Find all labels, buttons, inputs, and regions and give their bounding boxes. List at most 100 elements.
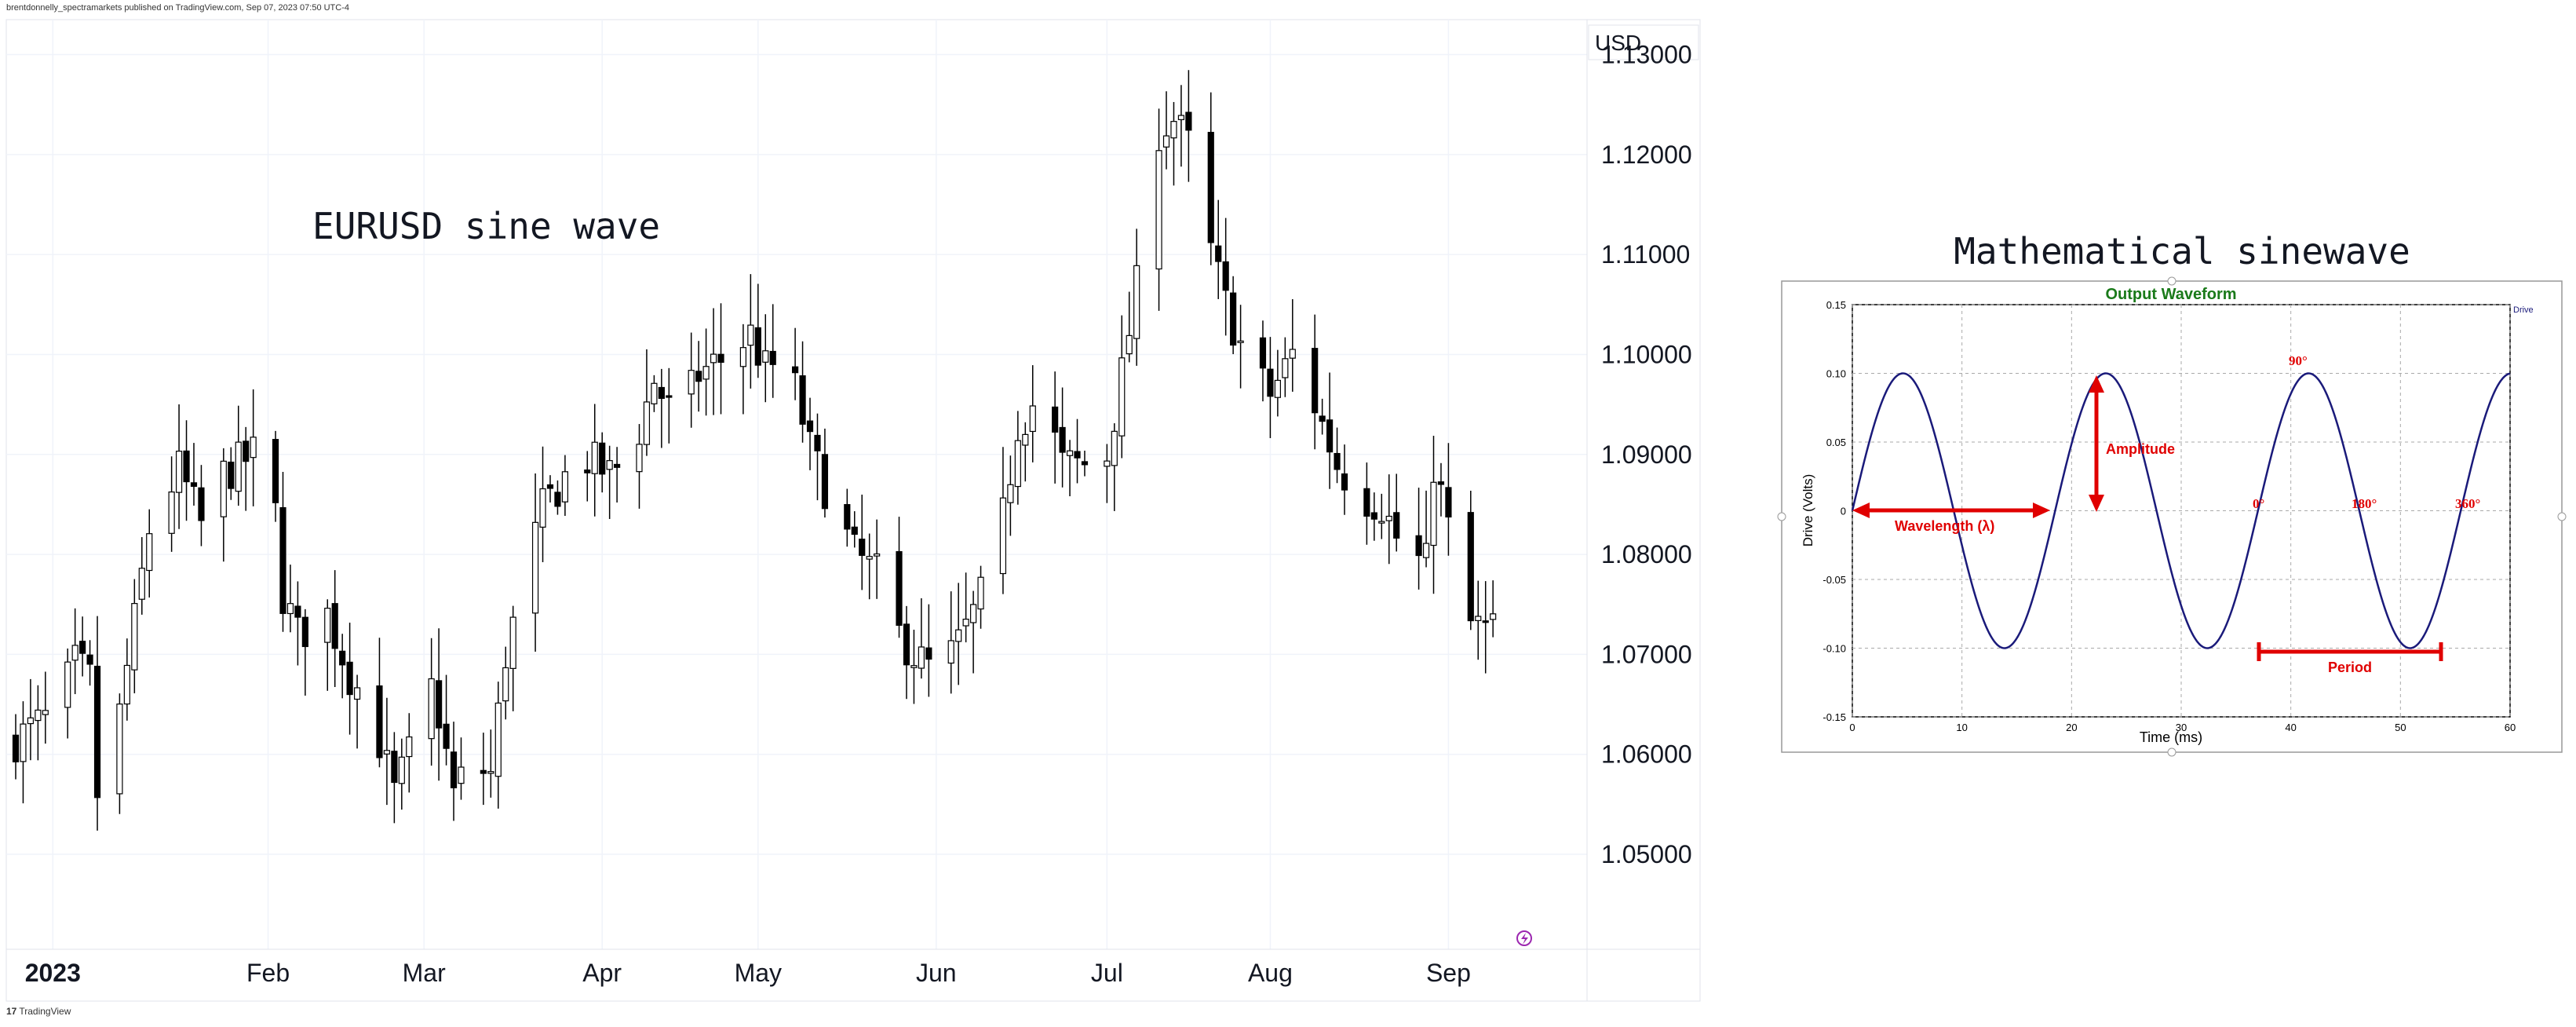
tradingview-footer[interactable]: 17 TradingView (6, 1006, 71, 1017)
sinewave-y-tick-label: -0.15 (1823, 711, 1846, 723)
candle-up (1475, 616, 1482, 621)
candle-up (710, 353, 717, 364)
candle-down (443, 723, 450, 749)
candle-up (1430, 481, 1437, 546)
price-tick-label: 1.13000 (1601, 41, 1692, 69)
candle-down (294, 605, 301, 618)
candle-down (1052, 406, 1059, 433)
sinewave-x-tick-label: 20 (2066, 722, 2077, 733)
candle-up (1007, 484, 1014, 503)
amplitude-arrow (2089, 375, 2104, 512)
candle-down (799, 375, 806, 425)
sinewave-title: Mathematical sinewave (1954, 230, 2410, 272)
sinewave-x-tick-label: 0 (1849, 722, 1855, 733)
candle-down (480, 769, 487, 774)
sinewave-x-tick-label: 10 (1956, 722, 1967, 733)
time-tick-label: Sep (1426, 959, 1471, 987)
currency-box[interactable] (1588, 24, 1699, 60)
candle-down (1467, 512, 1474, 622)
sinewave-x-tick-label: 60 (2505, 722, 2516, 733)
candle-up (636, 444, 643, 473)
candle-up (353, 687, 361, 700)
sinewave-y-tick-label: -0.10 (1823, 643, 1846, 655)
candle-down (279, 506, 286, 614)
candle-up (1282, 358, 1289, 378)
candle-up (1133, 265, 1140, 339)
candle-down (1370, 512, 1377, 520)
candle-up (27, 717, 35, 725)
candle-down (1215, 245, 1222, 262)
candle-up (220, 460, 227, 517)
candle-down (1312, 348, 1319, 414)
candle-down (806, 420, 814, 433)
time-tick-label: May (735, 959, 782, 987)
sinewave-x-tick-label: 30 (2176, 722, 2187, 733)
candle-up (539, 488, 546, 528)
candle-up (1104, 460, 1111, 467)
candle-down (331, 603, 338, 649)
sinewave-x-ticks: 0 10 20 30 40 50 60 (1849, 722, 2516, 733)
degree-180-label: 180° (2352, 496, 2377, 511)
candle-up (1170, 121, 1177, 139)
candle-down (1259, 337, 1267, 369)
candle-up (606, 460, 613, 470)
candle-up (866, 556, 873, 560)
price-tick-label: 1.06000 (1601, 740, 1692, 769)
candle-up (1162, 135, 1170, 148)
candle-up (762, 350, 769, 363)
candle-down (1081, 461, 1089, 466)
candle-up (1237, 340, 1244, 343)
candle-down (1415, 535, 1422, 557)
sinewave-gridlines (1852, 304, 2511, 718)
candle-down (376, 685, 383, 758)
candle-down (272, 439, 279, 503)
candle-up (458, 766, 465, 784)
candle-down (851, 526, 858, 535)
panel-handle-top (2167, 276, 2176, 286)
panel-handle-bottom (2167, 747, 2176, 757)
chart-gridlines (6, 20, 1587, 949)
candle-down (86, 654, 93, 665)
candle-up (494, 702, 502, 777)
candles (12, 70, 1497, 831)
candle-down (339, 650, 346, 666)
candle-down (346, 661, 353, 696)
price-tick-label: 1.09000 (1601, 440, 1692, 469)
eurusd-candlestick-chart[interactable]: USD 1.130001.120001.110001.100001.090001… (0, 0, 1703, 1027)
sinewave-y-tick-label: 0.15 (1826, 299, 1846, 311)
candle-up (702, 366, 710, 380)
candle-up (643, 401, 651, 445)
candle-down (243, 440, 250, 462)
candle-up (999, 497, 1007, 575)
price-tick-label: 1.12000 (1601, 141, 1692, 169)
candle-down (1445, 487, 1452, 518)
time-scale[interactable]: 2023 Feb Mar Apr May Jun Jul Aug Sep (25, 959, 1471, 987)
candle-up (918, 646, 925, 669)
candle-down (1267, 368, 1274, 397)
candle-up (962, 618, 969, 627)
candle-up (383, 750, 391, 755)
time-tick-label: Aug (1248, 959, 1293, 987)
candle-up (977, 576, 984, 610)
candle-up (1118, 357, 1126, 437)
candle-down (228, 461, 235, 489)
period-label: Period (2328, 660, 2372, 675)
price-scale[interactable]: 1.13000 1.12000 1.11000 1.10000 1.09000 1.080… (1601, 41, 1692, 868)
candle-up (123, 664, 130, 705)
candle-up (561, 471, 569, 503)
candle-down (1363, 488, 1370, 517)
candle-down (1334, 452, 1341, 470)
candle-down (695, 371, 702, 382)
candle-up (406, 736, 413, 758)
candle-up (955, 629, 962, 642)
lightning-icon[interactable] (1516, 930, 1532, 946)
price-tick-label: 1.10000 (1601, 340, 1692, 368)
candle-up (235, 441, 242, 492)
candle-up (20, 723, 27, 762)
candle-down (658, 386, 665, 399)
candle-down (301, 616, 308, 648)
candle-up (502, 667, 509, 702)
time-tick-label: Apr (582, 959, 622, 987)
tradingview-brand: TradingView (19, 1006, 71, 1017)
